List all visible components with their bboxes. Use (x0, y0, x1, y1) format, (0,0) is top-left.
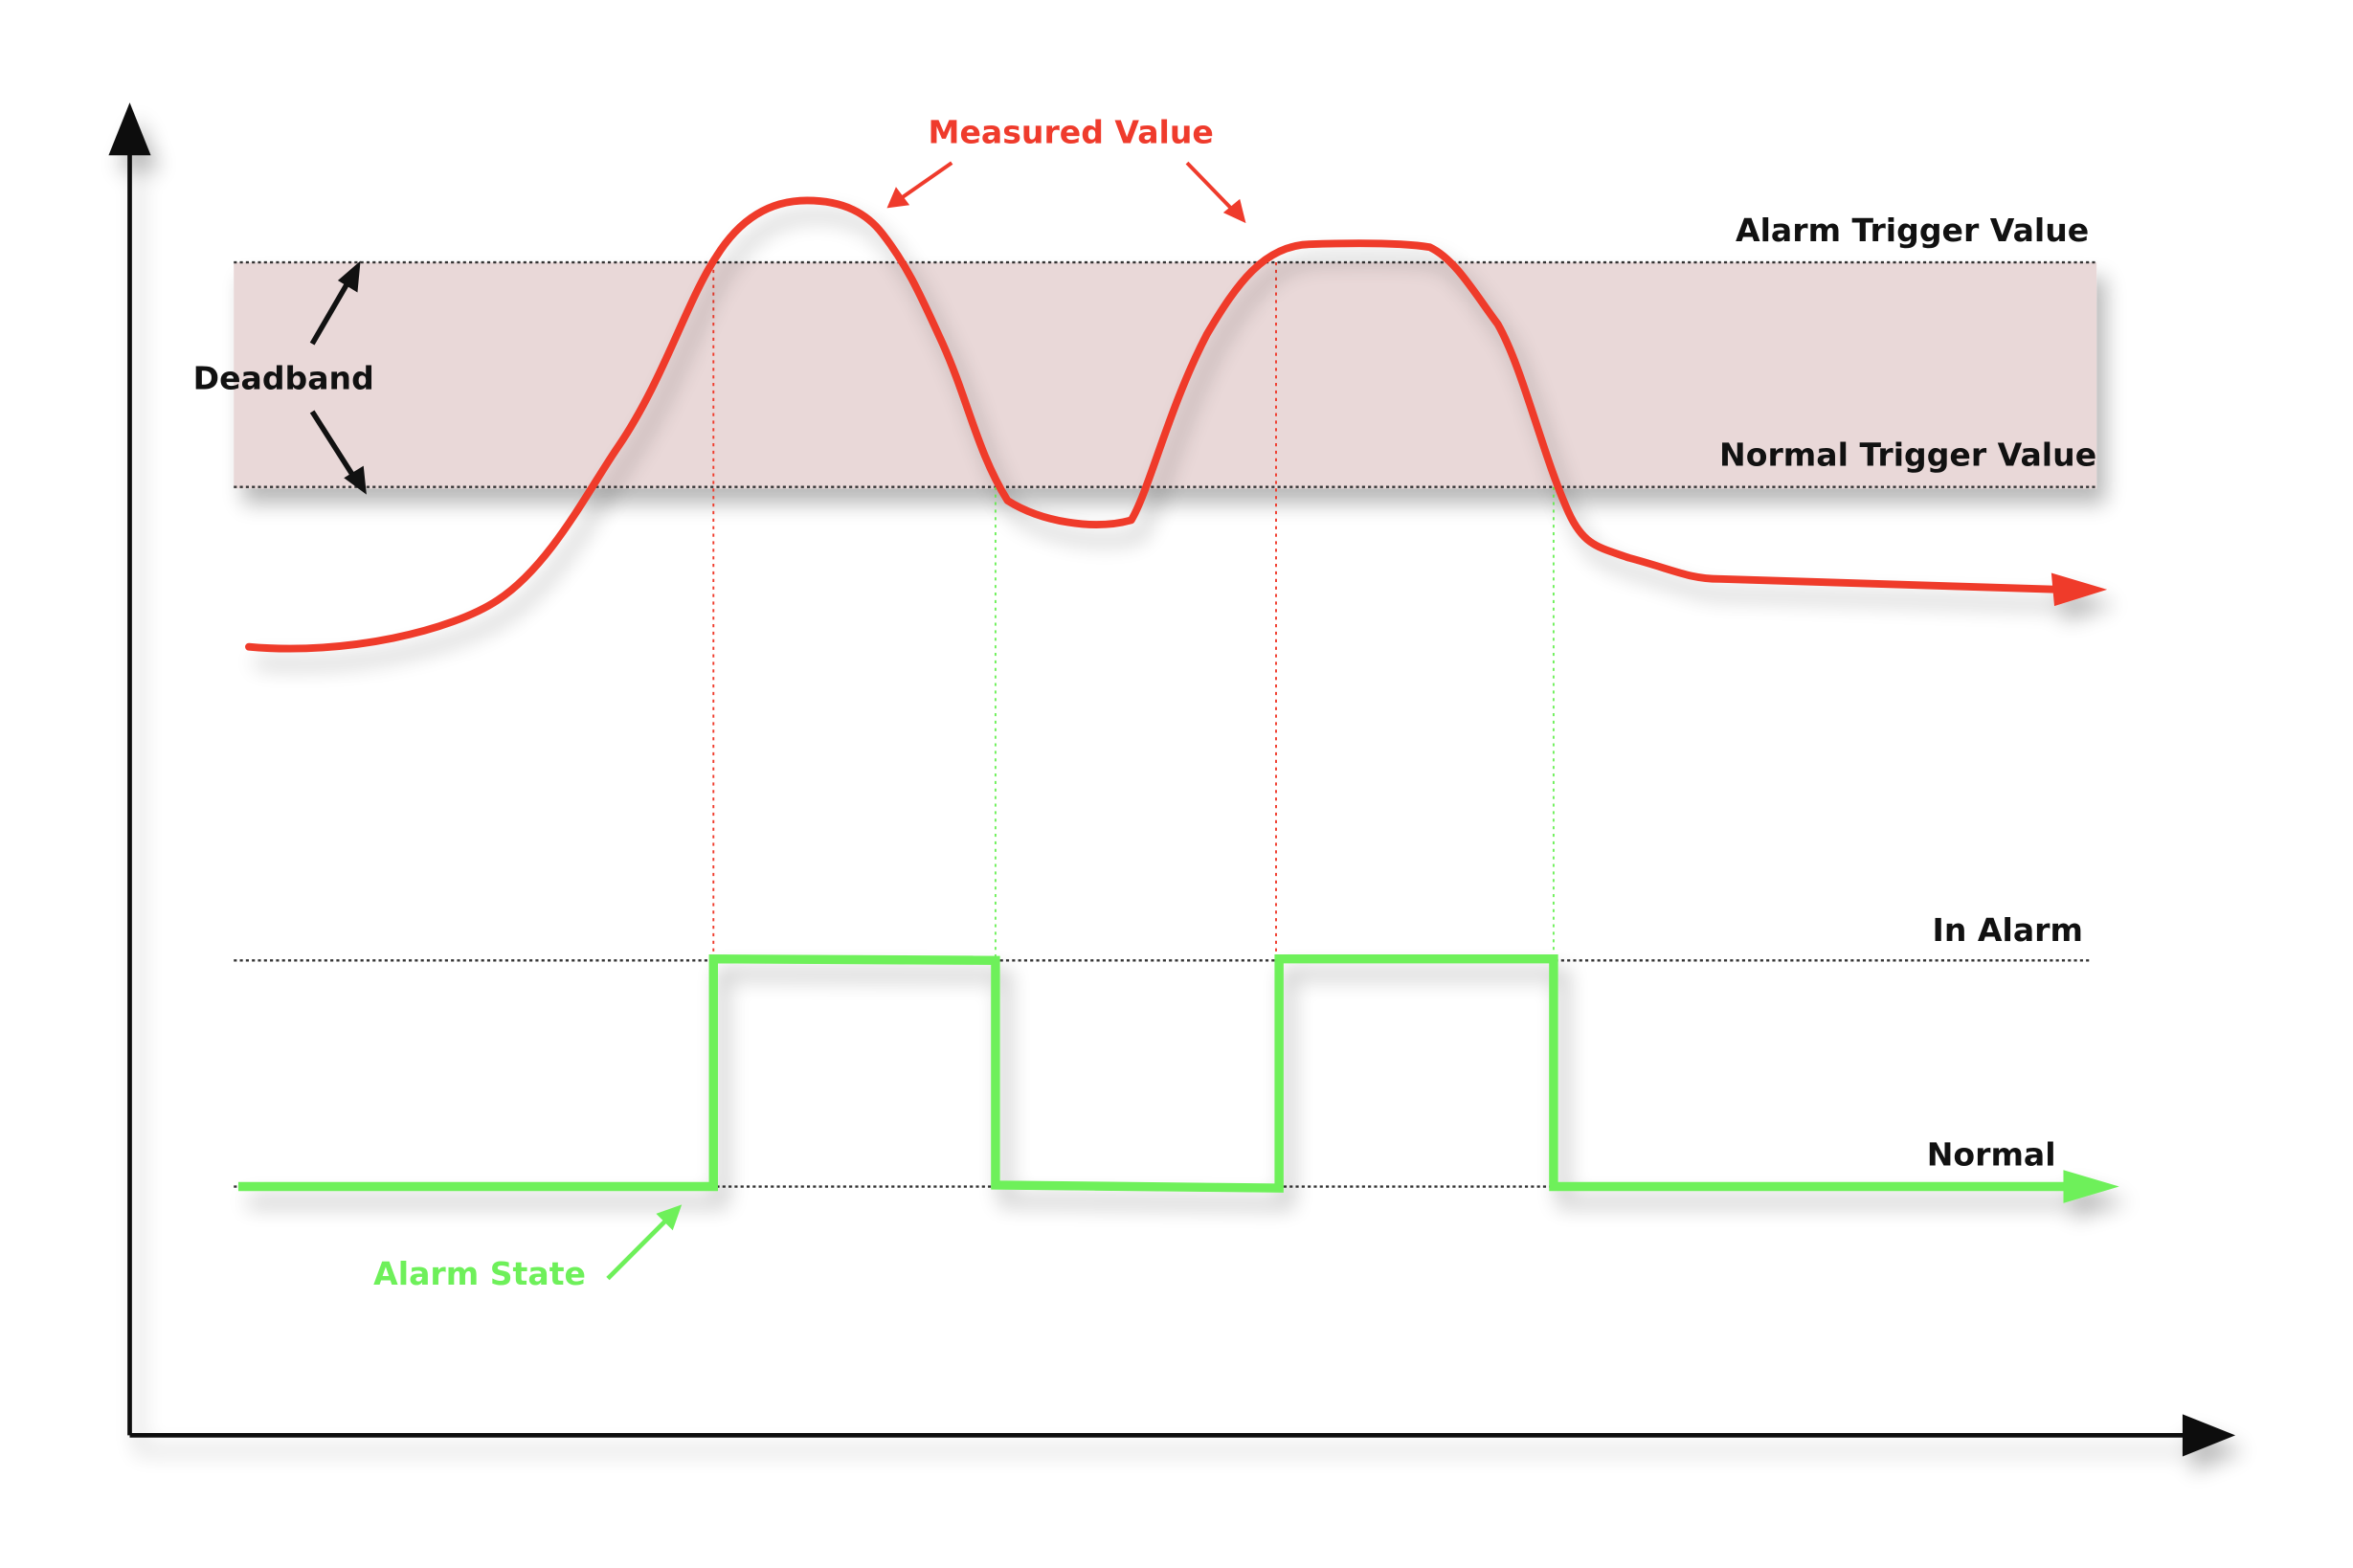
deadband-pointer-down-head (344, 465, 367, 495)
measured-value-label: Measured Value (929, 114, 1214, 151)
alarm-trigger-value-label: Alarm Trigger Value (1736, 212, 2089, 249)
alarm-state-series (237, 953, 2119, 1203)
alarm-state-pointer-line (606, 1216, 670, 1281)
deadband-pointer-down (309, 410, 357, 480)
measured-value-pointers (886, 161, 1246, 224)
measured-value-pointer-left-head (886, 187, 910, 209)
measured-value-pointer-left (901, 161, 953, 199)
deadband-pointer-up-head (337, 260, 361, 293)
alarm-state-pointer-head (656, 1204, 683, 1231)
measured-value-series (245, 196, 2108, 653)
x-axis-arrowhead (2182, 1414, 2236, 1457)
deadband-band (234, 262, 2097, 489)
deadband-pointer-up (309, 277, 352, 346)
y-axis-arrowhead (108, 102, 151, 156)
axes (108, 102, 2236, 1457)
normal-label: Normal (1927, 1135, 2056, 1173)
measured-value-curve (245, 196, 2063, 653)
alarm-state-label: Alarm State (373, 1255, 586, 1292)
normal-trigger-value-label: Normal Trigger Value (1719, 437, 2096, 474)
alarm-state-step (237, 953, 2074, 1193)
deadband-pointers (309, 260, 367, 495)
measured-value-pointer-right (1185, 161, 1236, 213)
measured-value-arrowhead (2050, 572, 2108, 607)
deadband-label: Deadband (193, 359, 374, 396)
alarm-state-pointer (606, 1204, 683, 1281)
measured-value-pointer-right-head (1222, 198, 1246, 224)
alarm-state-arrowhead (2063, 1170, 2119, 1203)
in-alarm-label: In Alarm (1933, 911, 2083, 949)
